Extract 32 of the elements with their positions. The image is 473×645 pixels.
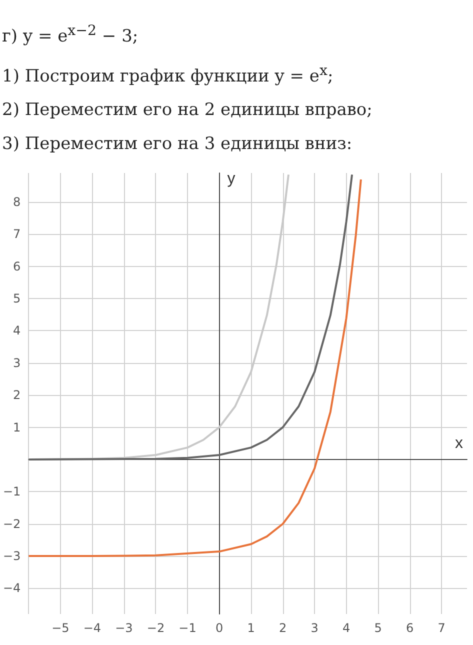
chart-title: г) y = e$^{x−2}$ − 3; — [2, 22, 140, 49]
x-tick-label: −5 — [52, 621, 70, 636]
text: 3) Переместим его на 3 единицы вниз: — [2, 133, 354, 156]
text: 2) Переместим его на 2 единицы вправо; — [2, 99, 374, 122]
x-tick-label: 7 — [438, 621, 446, 636]
y-tick-label: 2 — [13, 388, 21, 402]
line-series — [28, 174, 354, 461]
y-tick-label: 8 — [13, 195, 21, 210]
x-tick-label: −4 — [83, 621, 102, 636]
y-tick-label: −4 — [2, 582, 21, 596]
text: 1) Построим график функции y = e$^{x}$; — [2, 62, 334, 88]
y-tick-label: −1 — [2, 484, 21, 499]
y-tick-label: −3 — [2, 549, 21, 564]
x-tick-label: 1 — [247, 621, 255, 636]
x-tick-label: 4 — [342, 621, 350, 636]
x-tick-label: −3 — [115, 621, 133, 636]
y-tick-label: 1 — [13, 420, 21, 435]
y-axis-title: y — [227, 170, 236, 188]
y-tick-label: −2 — [2, 517, 21, 532]
y-tick-label: 7 — [13, 227, 21, 242]
x-tick-label: 0 — [215, 621, 224, 636]
x-tick-label: 6 — [406, 621, 414, 636]
y-tick-label: 6 — [13, 260, 21, 274]
x-tick-label: −2 — [146, 621, 165, 636]
x-tick-label: 5 — [374, 621, 382, 636]
y-tick-label: 4 — [13, 324, 21, 338]
y-tick-label: 5 — [13, 292, 21, 306]
x-tick-label: 2 — [278, 621, 287, 636]
x-tick-label: −1 — [178, 621, 196, 636]
x-tick-label: 3 — [310, 621, 318, 636]
y-tick-label: 3 — [13, 356, 21, 370]
x-axis-title: x — [455, 435, 463, 452]
